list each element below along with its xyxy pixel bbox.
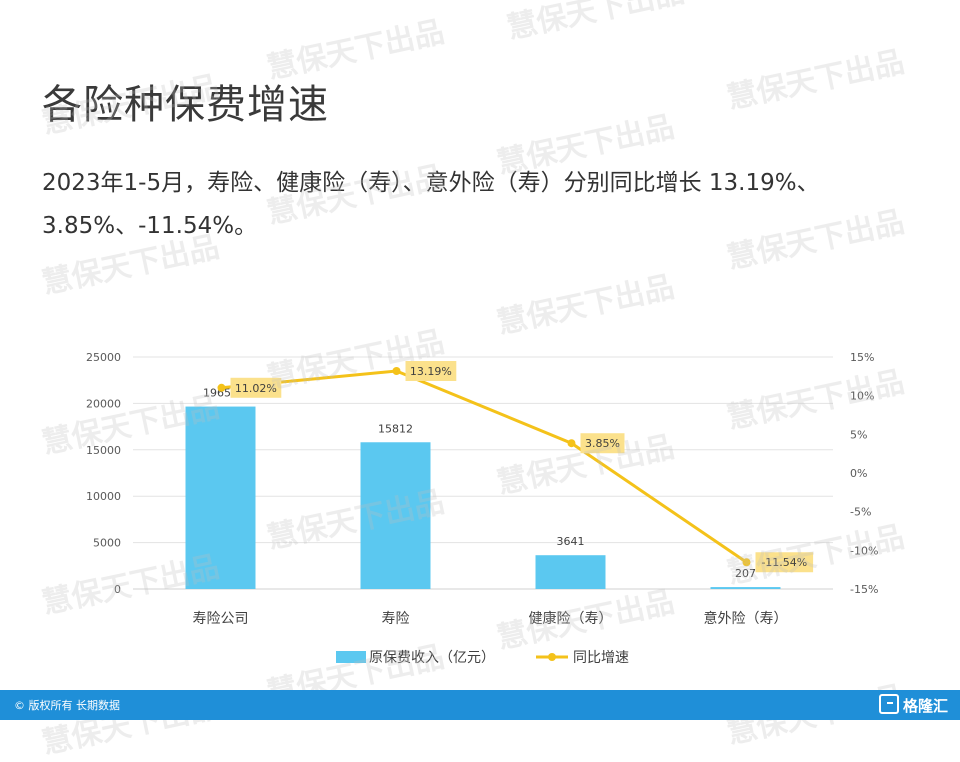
chart: 0 5000 10000 15000 20000 25000 -15% -10% -5% 0% 5%… — [86, 351, 878, 666]
y-left-tick-label: 20000 — [86, 397, 121, 410]
footer-brand: 格隆汇 — [878, 694, 948, 716]
bar-value-label: 19659 — [203, 387, 238, 400]
growth-point — [392, 366, 401, 375]
y-right-tick-label: -10% — [850, 544, 878, 557]
growth-label-bg — [755, 552, 814, 573]
page-title: 各险种保费增速 — [42, 82, 329, 128]
footer-brand-label: 格隆汇 — [902, 697, 948, 715]
brand-logo-icon — [878, 694, 899, 714]
y-right-tick-label: -5% — [850, 506, 871, 519]
y-left-tick-label: 25000 — [86, 351, 121, 364]
x-tick-label: 健康险（寿） — [529, 610, 613, 627]
bar-value-label: 3641 — [557, 535, 585, 548]
growth-value-label: -11.54% — [761, 556, 807, 569]
legend-swatch-bar — [336, 651, 366, 663]
bar — [185, 406, 256, 589]
bar-value-label: 207 — [735, 567, 756, 580]
y-right-tick-label: 5% — [850, 428, 867, 441]
y-right-tick-label: 15% — [850, 351, 874, 364]
bar-value-label: 15812 — [378, 422, 413, 435]
footer-bar: © 版权所有 长期数据 格隆汇 — [0, 690, 960, 720]
growth-label-bg — [405, 360, 457, 381]
growth-value-label: 3.85% — [585, 437, 620, 450]
growth-value-label: 13.19% — [410, 365, 452, 378]
legend-label-line: 同比增速 — [573, 650, 629, 666]
bar — [535, 555, 606, 589]
y-left-tick-label: 10000 — [86, 490, 121, 503]
legend-label-bar: 原保费收入（亿元） — [369, 650, 495, 666]
footer-copyright: © 版权所有 长期数据 — [14, 699, 120, 712]
growth-point — [217, 383, 226, 392]
x-tick-label: 寿险公司 — [193, 610, 249, 627]
x-tick-label: 意外险（寿） — [704, 610, 788, 627]
growth-label-bg — [580, 433, 625, 454]
y-right-tick-label: 0% — [850, 467, 867, 480]
y-right-tick-label: 10% — [850, 390, 874, 403]
bar — [710, 587, 781, 589]
legend-swatch-marker — [548, 653, 556, 661]
growth-value-label: 11.02% — [235, 382, 277, 395]
bar — [360, 442, 431, 589]
growth-point — [567, 439, 576, 448]
y-right-tick-label: -15% — [850, 583, 878, 596]
y-left-tick-label: 5000 — [93, 537, 121, 550]
growth-point — [742, 558, 751, 567]
y-left-tick-label: 15000 — [86, 444, 121, 457]
x-tick-label: 寿险 — [382, 610, 410, 627]
growth-line — [221, 369, 748, 564]
growth-label-bg — [230, 377, 282, 398]
subtitle: 2023年1-5月，寿险、健康险（寿）、意外险（寿）分别同比增长 13.19%、… — [42, 170, 820, 239]
y-left-tick-label: 0 — [114, 583, 121, 596]
